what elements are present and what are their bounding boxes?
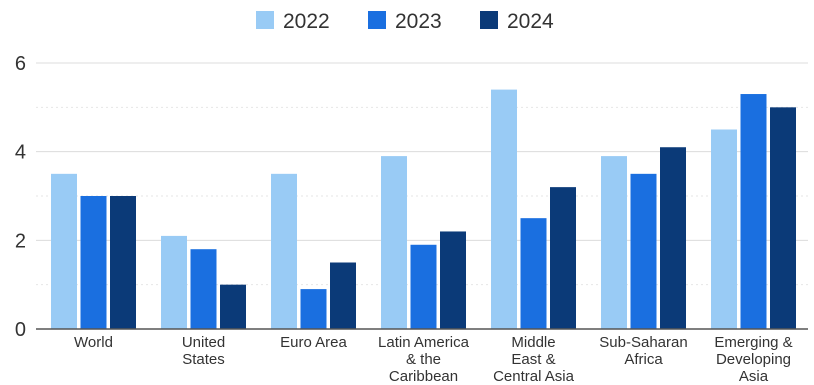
bar-2023 xyxy=(740,94,767,330)
bar-2024 xyxy=(550,187,576,329)
bar-2023 xyxy=(410,244,437,329)
legend-swatch-2024 xyxy=(480,11,498,29)
category-label: Euro Area xyxy=(280,334,347,351)
bar-2024 xyxy=(440,231,466,329)
category-label: Latin America & the Caribbean xyxy=(378,334,470,385)
category-label: Sub-Saharan Africa xyxy=(599,334,687,368)
legend-swatch-2023 xyxy=(368,11,386,29)
bar-2023 xyxy=(630,173,657,329)
bar-2023 xyxy=(80,196,107,329)
legend-swatch-2022 xyxy=(256,11,274,29)
category-label: World xyxy=(74,334,113,351)
legend-label-2022: 2022 xyxy=(283,10,330,33)
bar-2024 xyxy=(110,196,136,329)
bar-2023 xyxy=(300,289,327,329)
bar-2024 xyxy=(660,147,686,329)
bar-2022 xyxy=(601,156,627,329)
bar-2023 xyxy=(520,218,547,329)
category-label: Middle East & Central Asia xyxy=(493,334,575,385)
legend-label-2023: 2023 xyxy=(395,10,442,33)
bar-2022 xyxy=(271,173,297,329)
bar-2022 xyxy=(491,89,517,329)
legend-label-2024: 2024 xyxy=(507,10,554,33)
y-tick-label: 0 xyxy=(15,319,26,341)
bar-2024 xyxy=(330,262,356,329)
bar-2022 xyxy=(51,173,77,329)
y-tick-label: 4 xyxy=(15,142,26,164)
bar-2022 xyxy=(381,156,407,329)
bar-2023 xyxy=(190,249,217,329)
y-tick-label: 6 xyxy=(15,53,26,75)
bar-2024 xyxy=(770,107,796,329)
y-tick-label: 2 xyxy=(15,230,26,252)
bar-2022 xyxy=(711,129,737,329)
category-label: Emerging & Developing Asia xyxy=(714,334,792,385)
bar-2024 xyxy=(220,284,246,329)
category-label: United States xyxy=(182,334,225,368)
bar-2022 xyxy=(161,235,187,329)
